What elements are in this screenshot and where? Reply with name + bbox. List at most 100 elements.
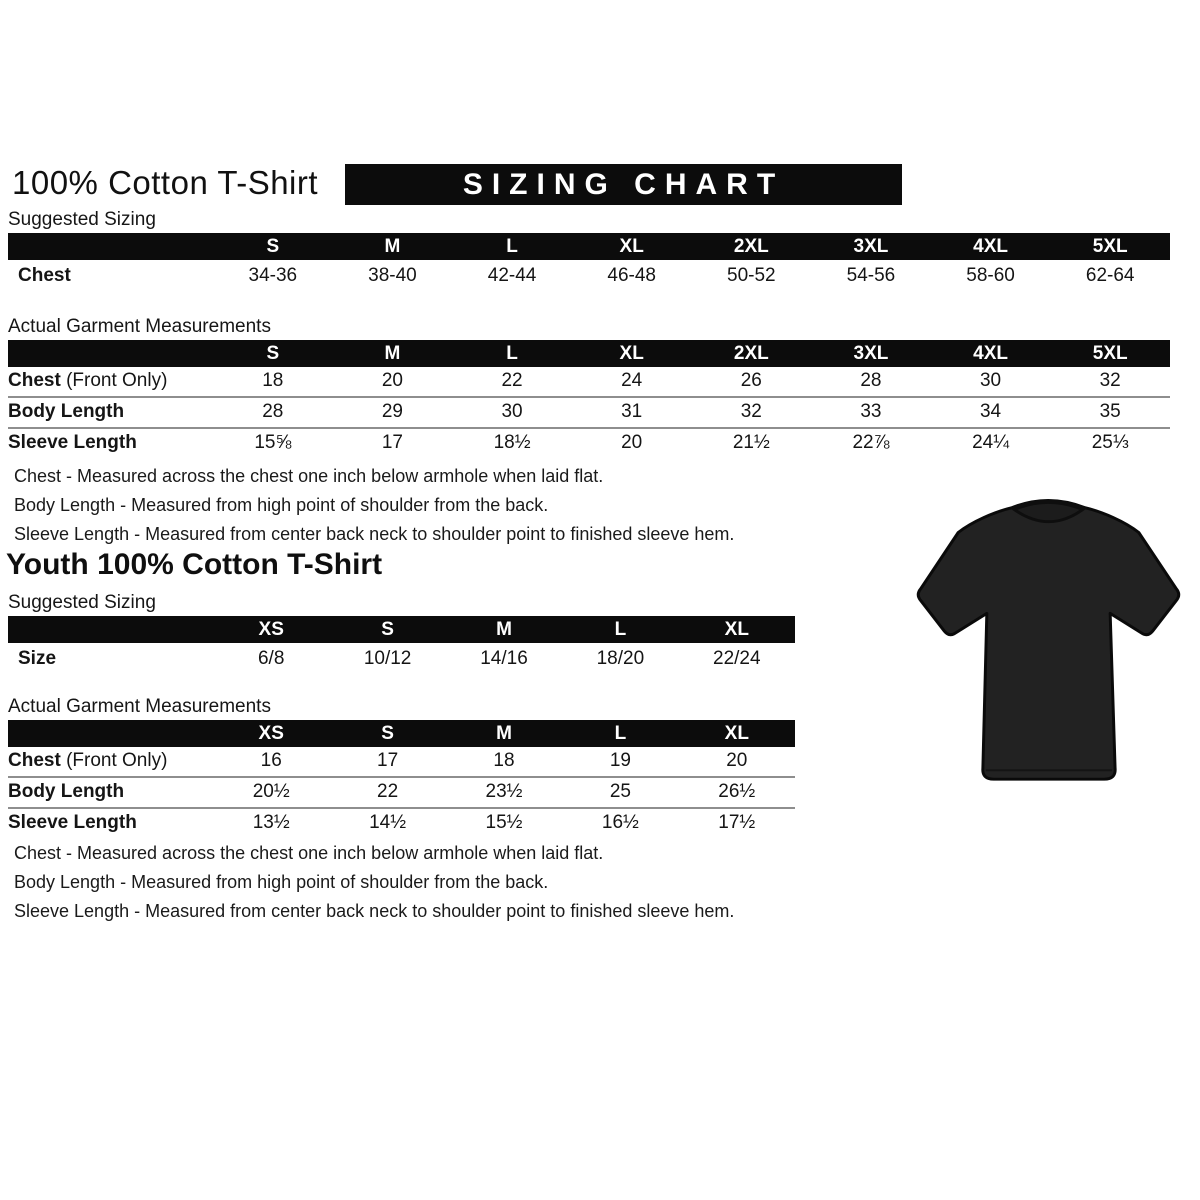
table-cell: 17½ <box>718 812 756 833</box>
table-cell: 50-52 <box>727 265 776 286</box>
column-header: 3XL <box>853 343 889 364</box>
black-tshirt-image <box>900 481 1196 807</box>
youth-suggested-table: XS S M L XL Size 6/8 10/12 14/16 18/20 2… <box>8 616 795 676</box>
table-cell: 22/24 <box>713 648 761 669</box>
table-cell: 62-64 <box>1085 265 1135 286</box>
row-label: Body Length <box>8 781 125 802</box>
row-label: Body Length <box>8 401 125 422</box>
table-cell: 17 <box>381 432 403 453</box>
table-row-sleeve-length: Sleeve Length 15⅝ 17 18½ 20 21½ 22⅞ 24¼ … <box>8 429 1170 458</box>
table-cell: 28 <box>262 401 284 422</box>
sizing-chart-banner: SIZING CHART <box>345 164 902 205</box>
adult-measurements-table: S M L XL 2XL 3XL 4XL 5XL Chest (Front On… <box>8 340 1170 458</box>
table-cell: 6/8 <box>257 648 285 669</box>
table-cell: 34 <box>979 401 1002 422</box>
column-header: S <box>266 235 280 257</box>
table-cell: 54-56 <box>846 265 896 286</box>
table-cell: 42-44 <box>487 265 537 286</box>
table-row-chest: Chest (Front Only) 18 20 22 24 26 28 30 … <box>8 367 1170 398</box>
note-sleeve-length: Sleeve Length - Measured from center bac… <box>14 524 735 544</box>
table-cell: 13½ <box>252 812 290 833</box>
column-header: 4XL <box>973 343 1008 364</box>
youth-actual-label: Actual Garment Measurements <box>8 696 271 717</box>
table-row: Chest 34-36 38-40 42-44 46-48 50-52 54-5… <box>8 260 1170 293</box>
note-chest: Chest - Measured across the chest one in… <box>14 843 604 863</box>
table-cell: 46-48 <box>607 265 656 286</box>
row-label: Chest (Front Only) <box>8 750 168 771</box>
table-cell: 32 <box>1099 370 1121 391</box>
table-row-sleeve-length: Sleeve Length 13½ 14½ 15½ 16½ 17½ <box>8 809 795 838</box>
column-header: L <box>506 343 518 364</box>
column-header: M <box>496 618 512 640</box>
row-label: Sleeve Length <box>8 432 137 453</box>
table-cell: 31 <box>621 401 643 422</box>
table-header-row: S M L XL 2XL 3XL 4XL 5XL <box>8 233 1170 260</box>
column-header: XL <box>724 618 749 640</box>
table-header-row: XS S M L XL <box>8 720 795 747</box>
table-cell: 33 <box>860 401 882 422</box>
youth-section-title: Youth 100% Cotton T-Shirt <box>6 548 383 581</box>
table-cell: 32 <box>740 401 762 422</box>
table-cell: 16½ <box>601 812 639 833</box>
column-header: L <box>614 618 627 640</box>
note-body-length: Body Length - Measured from high point o… <box>14 872 549 892</box>
column-header: XL <box>619 343 644 364</box>
table-cell: 18 <box>262 370 284 391</box>
table-cell: 14/16 <box>480 648 528 669</box>
note-body-length: Body Length - Measured from high point o… <box>14 495 549 515</box>
table-header-row: XS S M L XL <box>8 616 795 643</box>
column-header: XS <box>258 618 284 640</box>
table-cell: 15½ <box>485 812 523 833</box>
table-cell: 26½ <box>718 781 756 802</box>
column-header: S <box>266 343 280 364</box>
table-cell: 20 <box>726 750 748 771</box>
column-header: 5XL <box>1092 235 1128 257</box>
table-cell: 26 <box>740 370 762 391</box>
table-cell: 22⅞ <box>852 432 890 453</box>
table-cell: 30 <box>979 370 1002 391</box>
table-cell: 58-60 <box>966 265 1015 286</box>
column-header: XL <box>724 723 749 744</box>
note-sleeve-length: Sleeve Length - Measured from center bac… <box>14 901 735 921</box>
table-cell: 18½ <box>493 432 531 453</box>
column-header: S <box>381 723 394 744</box>
table-cell: 15⅝ <box>254 432 292 453</box>
table-cell: 20 <box>621 432 643 453</box>
page-title: 100% Cotton T-Shirt <box>12 164 319 201</box>
table-cell: 25 <box>609 781 631 802</box>
column-header: L <box>614 723 627 744</box>
table-cell: 22 <box>501 370 523 391</box>
column-header: 4XL <box>973 235 1008 257</box>
column-header: 2XL <box>733 343 769 364</box>
table-cell: 24 <box>621 370 643 391</box>
table-cell: 18 <box>493 750 515 771</box>
column-header: XS <box>258 723 284 744</box>
table-row-body-length: Body Length 20½ 22 23½ 25 26½ <box>8 778 795 809</box>
column-header: M <box>496 723 512 744</box>
table-cell: 30 <box>501 401 523 422</box>
table-cell: 28 <box>860 370 882 391</box>
table-cell: 17 <box>377 750 399 771</box>
table-row-body-length: Body Length 28 29 30 31 32 33 34 35 <box>8 398 1170 429</box>
table-cell: 19 <box>609 750 631 771</box>
column-header: XL <box>619 235 644 257</box>
column-header: M <box>384 235 401 257</box>
youth-suggested-label: Suggested Sizing <box>8 592 156 613</box>
table-cell: 23½ <box>485 781 523 802</box>
table-cell: 22 <box>377 781 399 802</box>
column-header: 5XL <box>1092 343 1128 364</box>
column-header: M <box>384 343 401 364</box>
column-header: 3XL <box>853 235 889 257</box>
table-cell: 34-36 <box>248 265 298 286</box>
table-cell: 16 <box>260 750 282 771</box>
table-cell: 18/20 <box>596 648 645 669</box>
table-cell: 29 <box>381 401 403 422</box>
table-row-chest: Chest (Front Only) 16 17 18 19 20 <box>8 747 795 778</box>
table-cell: 25⅓ <box>1091 432 1129 453</box>
row-label: Sleeve Length <box>8 812 137 833</box>
column-header: L <box>506 235 518 257</box>
row-label: Size <box>18 648 57 669</box>
youth-measurements-table: XS S M L XL Chest (Front Only) 16 17 18 … <box>8 720 795 838</box>
adult-measurement-notes: Chest - Measured across the chest one in… <box>14 462 734 549</box>
